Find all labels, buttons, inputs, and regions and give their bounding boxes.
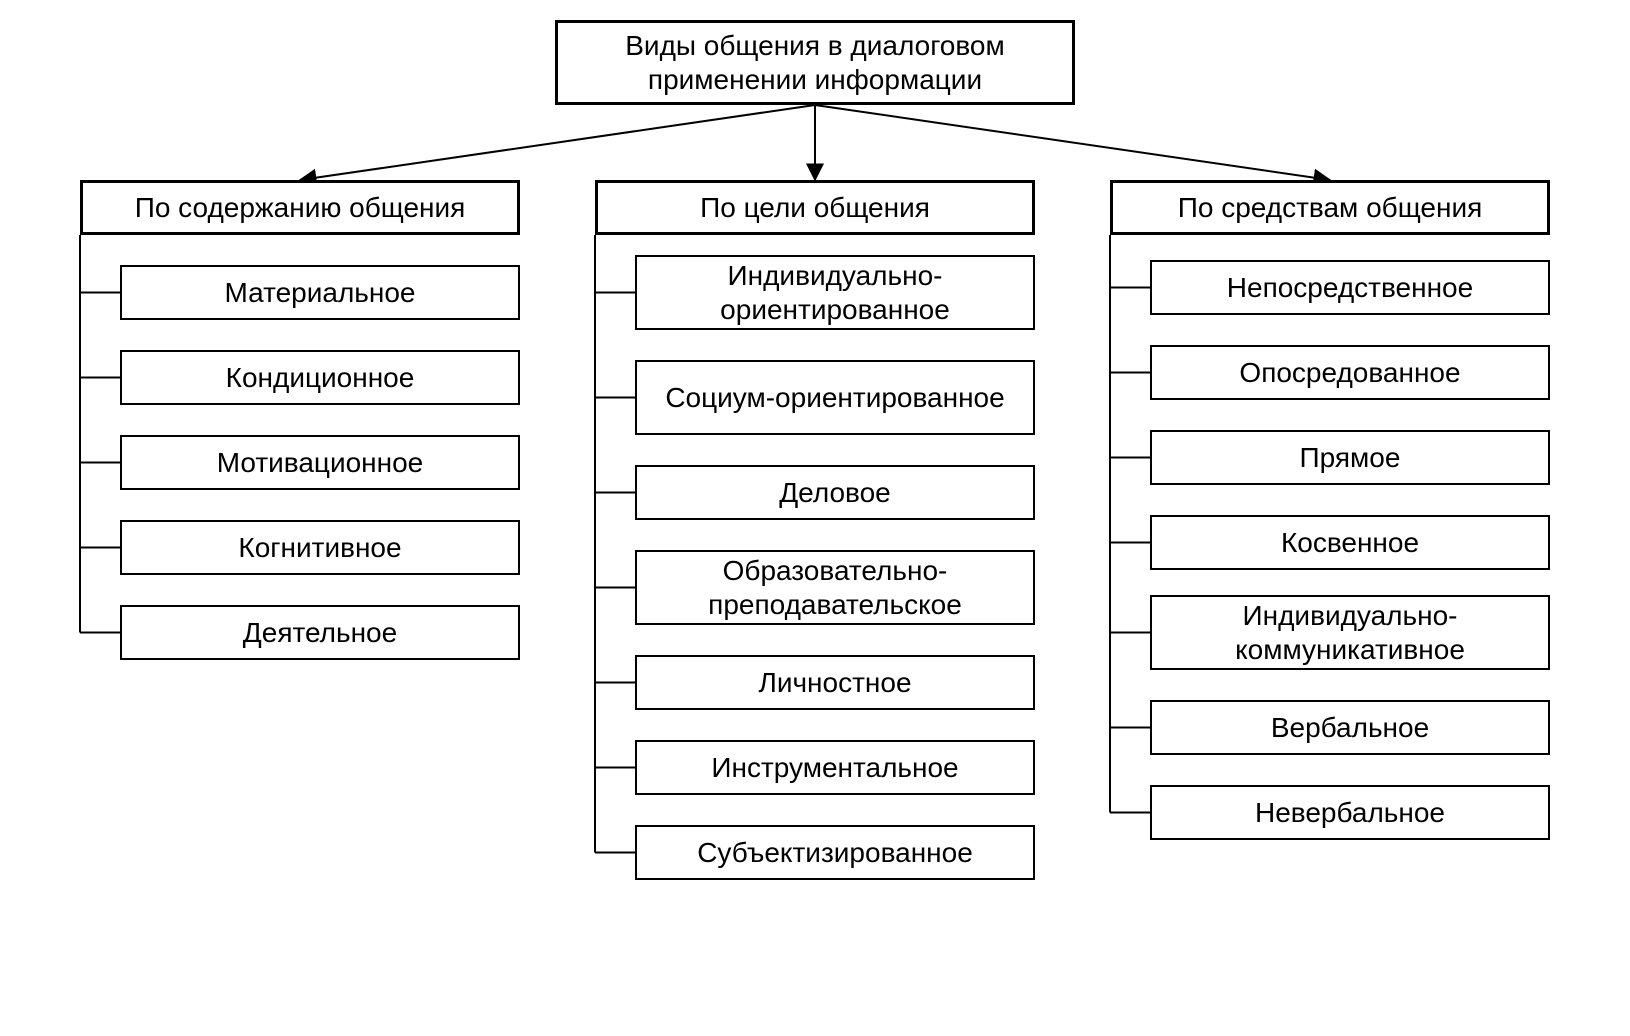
node-b1: По содержанию общения bbox=[80, 180, 520, 235]
node-root: Виды общения в диалоговомприменении инфо… bbox=[555, 20, 1075, 105]
node-b3_3: Прямое bbox=[1150, 430, 1550, 485]
node-b3_4: Косвенное bbox=[1150, 515, 1550, 570]
node-b2_7: Субъектизированное bbox=[635, 825, 1035, 880]
node-b3_2: Опосредованное bbox=[1150, 345, 1550, 400]
node-b1_1: Материальное bbox=[120, 265, 520, 320]
node-b2_1: Индивидуально-ориентированное bbox=[635, 255, 1035, 330]
diagram-canvas: Виды общения в диалоговомприменении инфо… bbox=[0, 0, 1630, 1036]
node-b3_6: Вербальное bbox=[1150, 700, 1550, 755]
node-b3_1: Непосредственное bbox=[1150, 260, 1550, 315]
node-b3_5: Индивидуально-коммуникативное bbox=[1150, 595, 1550, 670]
node-b1_5: Деятельное bbox=[120, 605, 520, 660]
node-b2_6: Инструментальное bbox=[635, 740, 1035, 795]
node-b2: По цели общения bbox=[595, 180, 1035, 235]
node-b2_5: Личностное bbox=[635, 655, 1035, 710]
node-b3: По средствам общения bbox=[1110, 180, 1550, 235]
node-b1_4: Когнитивное bbox=[120, 520, 520, 575]
node-b2_4: Образовательно-преподавательское bbox=[635, 550, 1035, 625]
node-b3_7: Невербальное bbox=[1150, 785, 1550, 840]
node-b2_2: Социум-ориентированное bbox=[635, 360, 1035, 435]
node-b2_3: Деловое bbox=[635, 465, 1035, 520]
node-b1_2: Кондиционное bbox=[120, 350, 520, 405]
node-b1_3: Мотивационное bbox=[120, 435, 520, 490]
